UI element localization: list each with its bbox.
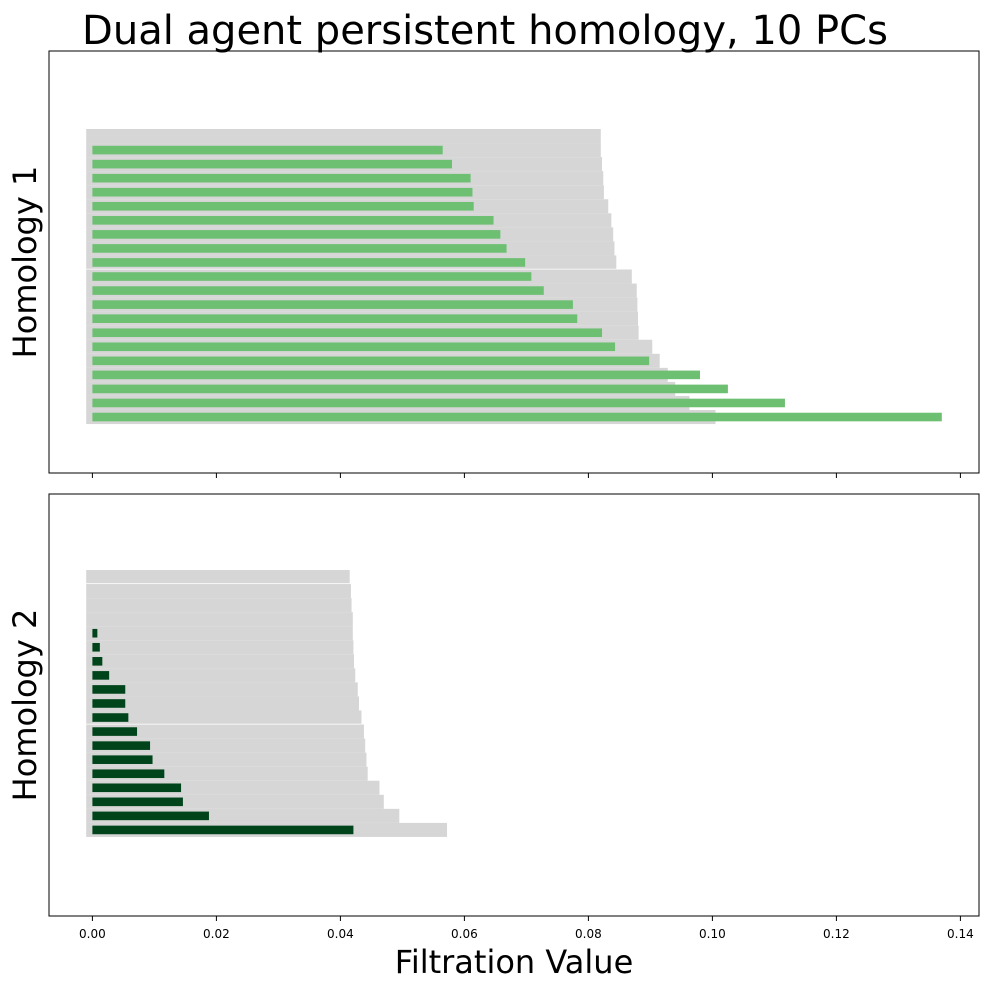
band-bar — [86, 570, 350, 585]
persistence-bar — [92, 741, 151, 750]
x-tick-label: 0.02 — [203, 927, 230, 941]
x-tick-label: 0.14 — [947, 927, 974, 941]
persistence-bar — [92, 657, 103, 666]
persistence-bar — [92, 685, 126, 694]
persistence-bar — [92, 825, 354, 835]
x-tick-label: 0.06 — [451, 927, 478, 941]
x-tick-label: 0.10 — [699, 927, 726, 941]
plot-frame — [48, 493, 980, 917]
persistence-bar — [92, 398, 785, 408]
x-tick-label: 0.04 — [327, 927, 354, 941]
band-bar — [86, 129, 601, 144]
band-bar — [86, 752, 367, 767]
persistence-bar — [92, 258, 526, 267]
persistence-bar — [92, 173, 471, 183]
persistence-bar — [92, 755, 153, 764]
band-bar — [86, 710, 362, 725]
persistence-bar — [92, 699, 126, 708]
band-bar — [86, 696, 359, 711]
persistence-bar — [92, 671, 110, 680]
band-bar — [86, 584, 351, 599]
persistence-bar — [92, 713, 129, 722]
persistence-bar — [92, 727, 138, 736]
band-bar — [86, 682, 358, 697]
persistence-bar — [92, 384, 728, 394]
persistence-bar — [92, 628, 98, 638]
persistence-bar — [92, 811, 209, 821]
persistence-bar — [92, 145, 443, 155]
band-bar — [86, 738, 366, 753]
persistence-bar — [92, 314, 578, 323]
persistence-bar — [92, 201, 474, 211]
x-axis-label: Filtration Value — [395, 943, 634, 981]
persistence-bar — [92, 412, 942, 422]
y-axis-label: Homology 1 — [6, 166, 44, 359]
band-bar — [86, 724, 364, 739]
band-bar — [86, 654, 355, 669]
persistence-bar — [92, 272, 532, 281]
persistence-bar — [92, 230, 501, 239]
persistence-bar — [92, 300, 573, 309]
band-bar — [86, 640, 354, 655]
persistence-bar — [92, 783, 182, 793]
x-tick-label: 0.00 — [79, 927, 106, 941]
persistence-bar — [92, 370, 700, 380]
plot-frame — [48, 50, 980, 474]
band-bar — [86, 612, 353, 627]
persistence-bar — [92, 216, 494, 225]
panel-2: 0.00 0.02 0.04 0.06 0.08 0.10 0.12 0.14 Homology… — [6, 493, 980, 941]
panels-layer: Homology 10.00 0.02 0.04 0.06 0.08 0.10 0.12 0.… — [6, 50, 980, 941]
x-tick-label: 0.12 — [823, 927, 850, 941]
persistence-bar — [92, 244, 507, 253]
band-bar — [86, 668, 356, 683]
persistence-bar — [92, 769, 165, 779]
persistence-bar — [92, 187, 473, 197]
persistence-bar — [92, 642, 100, 652]
y-axis-label: Homology 2 — [6, 609, 44, 802]
persistence-bar — [92, 356, 650, 366]
persistence-bar — [92, 328, 603, 338]
persistence-bar — [92, 286, 544, 295]
chart-title: Dual agent persistent homology, 10 PCs — [82, 8, 888, 54]
persistence-bar — [92, 797, 183, 807]
band-bar — [86, 626, 353, 641]
persistence-bar — [92, 342, 616, 352]
persistence-bar — [92, 159, 453, 169]
panel-1: Homology 1 — [6, 50, 980, 478]
x-tick-label: 0.08 — [575, 927, 602, 941]
band-bar — [86, 598, 352, 613]
